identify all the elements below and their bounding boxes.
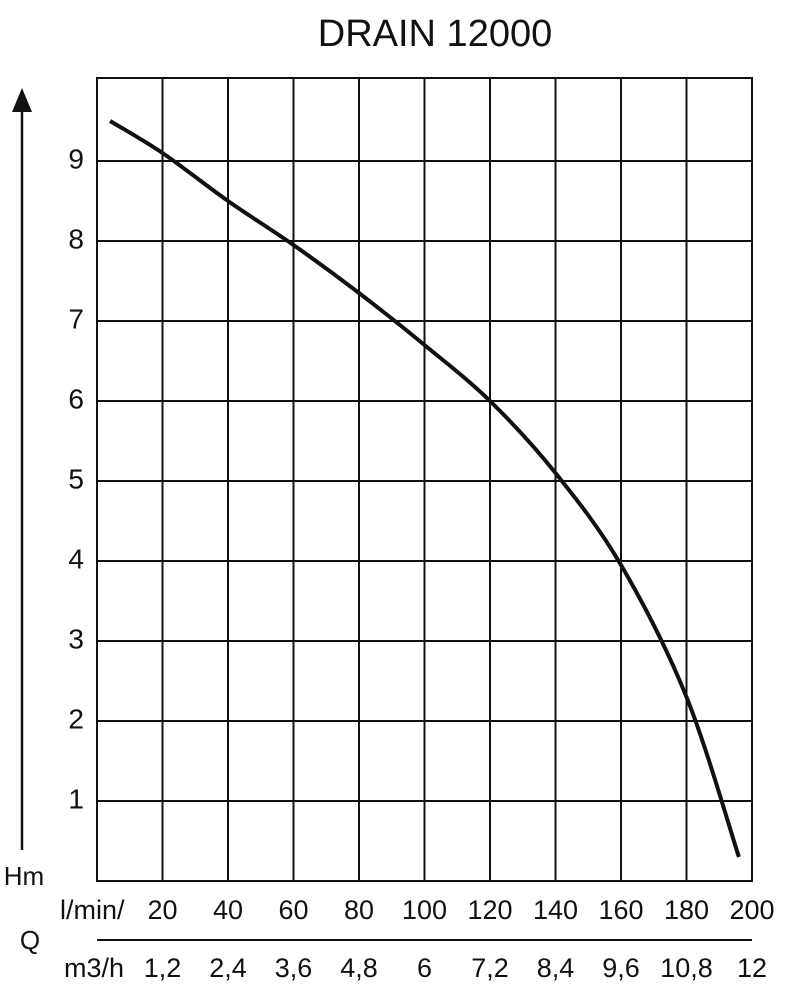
y-tick-label: 3 xyxy=(68,623,84,654)
x-tick-label: 60 xyxy=(278,895,308,925)
x2-tick-label: 3,6 xyxy=(275,953,313,983)
x2-tick-label: 10,8 xyxy=(660,953,713,983)
chart-title: DRAIN 12000 xyxy=(318,13,552,55)
x2-tick-label: 8,4 xyxy=(537,953,575,983)
x2-tick-label: 4,8 xyxy=(340,953,378,983)
x-tick-label: 140 xyxy=(533,895,578,925)
x-tick-label: 20 xyxy=(147,895,177,925)
y-tick-label: 8 xyxy=(68,223,84,254)
x-unit: l/min/ xyxy=(60,895,125,925)
x2-tick-label: 7,2 xyxy=(471,953,509,983)
x2-tick-label: 12 xyxy=(737,953,767,983)
x-tick-label: 100 xyxy=(402,895,447,925)
y-tick-label: 7 xyxy=(68,303,84,334)
y-axis-arrowhead xyxy=(12,88,32,112)
y-tick-label: 5 xyxy=(68,463,84,494)
y-axis-label: Hm xyxy=(4,861,44,891)
y-tick-label: 4 xyxy=(68,543,84,574)
x2-unit: m3/h xyxy=(64,953,124,983)
x2-tick-label: 1,2 xyxy=(144,953,182,983)
x-tick-label: 80 xyxy=(344,895,374,925)
x2-tick-label: 2,4 xyxy=(209,953,247,983)
x-tick-label: 120 xyxy=(467,895,512,925)
x-axis-label: Q xyxy=(20,925,40,955)
x2-tick-label: 9,6 xyxy=(602,953,640,983)
curve xyxy=(109,119,741,858)
x-tick-label: 200 xyxy=(729,895,774,925)
y-tick-label: 9 xyxy=(68,143,84,174)
x-tick-label: 160 xyxy=(598,895,643,925)
y-tick-label: 6 xyxy=(68,383,84,414)
x-tick-label: 40 xyxy=(213,895,243,925)
x-tick-label: 180 xyxy=(664,895,709,925)
y-tick-label: 1 xyxy=(68,783,84,814)
x2-tick-label: 6 xyxy=(417,953,432,983)
y-tick-label: 2 xyxy=(68,703,84,734)
